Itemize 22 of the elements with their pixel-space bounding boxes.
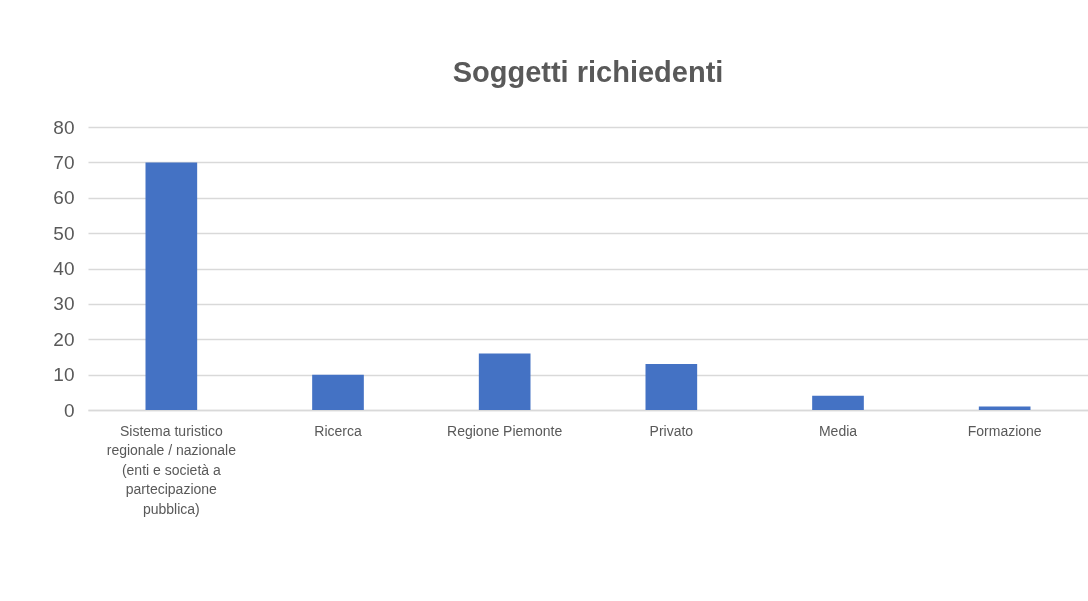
x-tick-label: Sistema turistico regionale / nazionale (enti e società a partecipazione pubblica): [106, 422, 237, 517]
bar: [145, 162, 198, 410]
y-tick-label: 60: [53, 187, 75, 209]
y-tick-label: 80: [53, 116, 75, 138]
bar: [812, 395, 864, 410]
bar: [645, 364, 698, 410]
bar: [978, 406, 1031, 410]
x-tick-label: Formazione: [967, 422, 1042, 439]
x-tick-label: Ricerca: [314, 422, 362, 439]
bar: [312, 374, 364, 410]
y-tick-label: 50: [53, 222, 75, 244]
y-tick-label: 30: [53, 293, 75, 315]
y-tick-label: 70: [53, 151, 75, 173]
y-tick-label: 10: [53, 364, 75, 386]
y-tick-label: 0: [63, 399, 75, 421]
y-tick-label: 20: [53, 328, 75, 350]
chart-title: Soggetti richiedenti: [452, 56, 724, 88]
y-tick-label: 40: [53, 258, 75, 279]
x-tick-label: Media: [818, 422, 858, 439]
bar: [478, 353, 531, 410]
x-tick-label: Privato: [649, 422, 694, 439]
x-tick-label: Regione Piemonte: [447, 422, 563, 439]
